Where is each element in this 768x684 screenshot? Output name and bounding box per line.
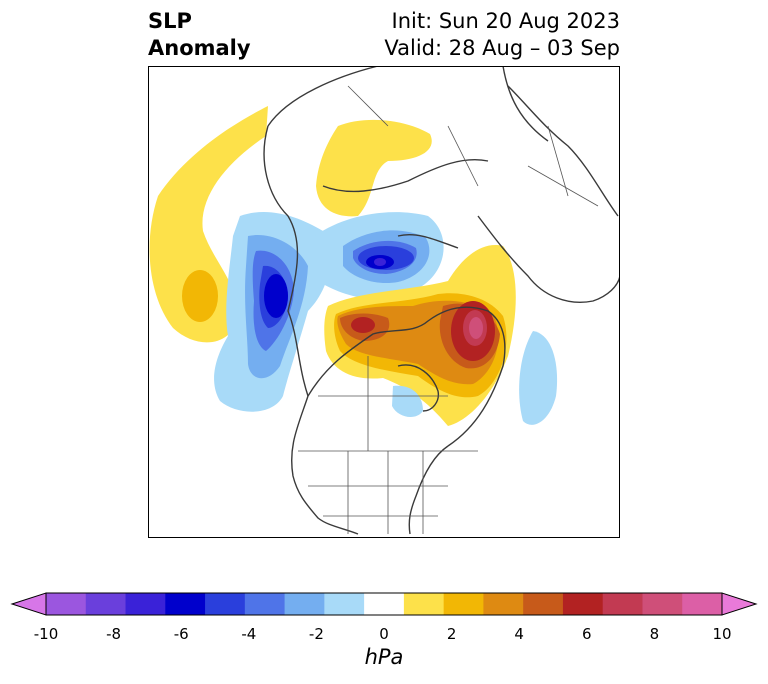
hudson-low-anomaly bbox=[392, 385, 423, 418]
date-info: Init: Sun 20 Aug 2023 Valid: 28 Aug – 03… bbox=[384, 8, 620, 62]
colorbar-tick-label: 2 bbox=[446, 625, 457, 643]
valid-range: Valid: 28 Aug – 03 Sep bbox=[384, 36, 620, 60]
colorbar-tick-label: -10 bbox=[33, 625, 59, 643]
atlantic-low-anomaly bbox=[519, 331, 558, 425]
colorbar-tick-label: -8 bbox=[106, 625, 122, 643]
title-line-1: SLP bbox=[148, 9, 192, 33]
colorbar-extend-high bbox=[721, 592, 758, 616]
political-borders bbox=[298, 85, 599, 534]
colorbar-segment bbox=[364, 593, 405, 615]
alaska-low-anomaly bbox=[214, 211, 331, 412]
colorbar-tick-label: 10 bbox=[712, 625, 732, 643]
colorbar-tick-label: 4 bbox=[514, 625, 524, 643]
colorbar-tick-label: -4 bbox=[241, 625, 257, 643]
siberia-high-anomaly bbox=[316, 119, 432, 217]
colorbar-tick-label: 0 bbox=[379, 625, 389, 643]
colorbar-segment bbox=[205, 593, 246, 615]
colorbar-segment bbox=[682, 593, 723, 615]
colorbar-segment bbox=[602, 593, 643, 615]
colorbar-tick-label: 6 bbox=[582, 625, 592, 643]
colorbar-segment bbox=[483, 593, 524, 615]
title-line-2: Anomaly bbox=[148, 36, 251, 60]
arctic-low-anomaly bbox=[306, 212, 444, 300]
init-date: Init: Sun 20 Aug 2023 bbox=[391, 9, 620, 33]
colorbar bbox=[10, 592, 758, 616]
colorbar-tick-label: 8 bbox=[649, 625, 660, 643]
pacific-high-anomaly bbox=[149, 106, 268, 343]
colorbar-segment bbox=[85, 593, 127, 615]
colorbar-segment bbox=[562, 593, 604, 615]
colorbar-segment bbox=[642, 593, 683, 615]
colorbar-segment bbox=[244, 593, 286, 615]
colorbar-segment bbox=[403, 593, 445, 615]
colorbar-segment bbox=[324, 593, 365, 615]
colorbar-segment bbox=[165, 593, 206, 615]
slp-anomaly-map bbox=[148, 66, 620, 538]
colorbar-segment bbox=[443, 593, 484, 615]
greenland-high-anomaly bbox=[324, 245, 516, 426]
colorbar-segment bbox=[125, 593, 166, 615]
colorbar-tick-label: -6 bbox=[173, 625, 189, 643]
colorbar-tick-label: -2 bbox=[308, 625, 324, 643]
colorbar-unit: hPa bbox=[364, 645, 404, 669]
chart-title: SLP Anomaly bbox=[148, 8, 251, 62]
colorbar-segment bbox=[284, 593, 325, 615]
colorbar-segment bbox=[523, 593, 564, 615]
colorbar-segment bbox=[46, 593, 87, 615]
colorbar-extend-low bbox=[10, 592, 47, 616]
